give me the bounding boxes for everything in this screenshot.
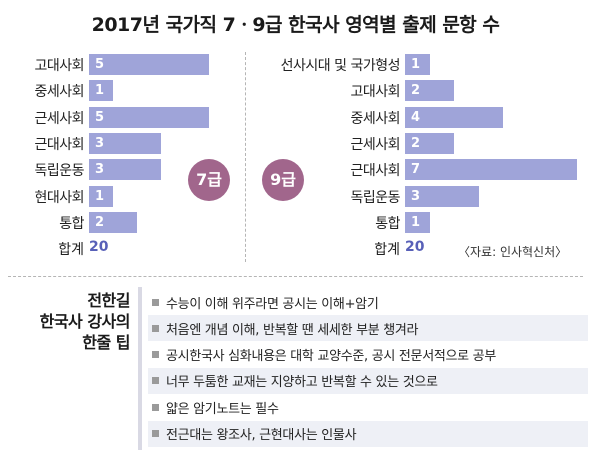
bar [405, 80, 454, 102]
tip-text: 공시한국사 심화내용은 대학 교양수준, 공시 전문서적으로 공부 [166, 349, 496, 365]
category-label: 근세사회 [34, 110, 84, 127]
tip-text: 처음엔 개념 이해, 반복할 땐 세세한 부분 챙겨라 [166, 322, 419, 338]
bar [89, 211, 137, 233]
bar [405, 159, 577, 181]
square-bullet-icon [152, 324, 159, 332]
tips-title-line: 한국사 강사의 [39, 312, 131, 331]
bar [89, 106, 209, 128]
bar [405, 54, 430, 75]
category-label: 중세사회 [34, 84, 84, 101]
bar-value-label: 3 [95, 135, 105, 151]
bar-value-label: 1 [95, 83, 105, 99]
category-label: 독립운동 [350, 189, 400, 206]
category-label: 고대사회 [34, 58, 84, 74]
grade-badge: 7급 [188, 159, 230, 201]
category-label: 중세사회 [350, 110, 400, 127]
bar [89, 159, 161, 181]
panel-divider [245, 52, 246, 262]
bar [89, 54, 209, 75]
tips-title-line: 한줄 팁 [82, 333, 130, 352]
bar-value-label: 1 [411, 214, 421, 230]
category-label: 선사시대 및 국가형성 [280, 58, 401, 74]
category-label: 근세사회 [350, 136, 400, 153]
tip-item: 처음엔 개념 이해, 반복할 땐 세세한 부분 챙겨라 [148, 315, 588, 342]
category-label: 근대사회 [34, 136, 84, 153]
chart-title: 2017년 국가직 7ㆍ9급 한국사 영역별 출제 문항 수 [91, 14, 500, 36]
bar-value-label: 3 [95, 162, 105, 178]
grade-badge: 9급 [262, 159, 304, 201]
tip-item: 공시한국사 심화내용은 대학 교양수준, 공시 전문서적으로 공부 [148, 342, 588, 368]
tip-text: 너무 두툼한 교재는 지양하고 반복할 수 있는 것으로 [166, 375, 438, 391]
bar-value-label: 2 [411, 135, 421, 151]
tip-text: 얇은 암기노트는 필수 [166, 401, 279, 417]
bar [405, 211, 430, 233]
bar [405, 106, 503, 128]
square-bullet-icon [152, 377, 159, 385]
total-label: 합계 [58, 242, 84, 259]
tip-item: 너무 두툼한 교재는 지양하고 반복할 수 있는 것으로 [148, 367, 588, 394]
category-label: 근대사회 [350, 163, 400, 180]
category-label: 현대사회 [34, 189, 84, 206]
bar [405, 185, 479, 207]
bar [405, 132, 454, 154]
tips-accent-line [138, 287, 142, 450]
bar-value-label: 3 [411, 188, 421, 204]
tip-text: 전근대는 왕조사, 근현대사는 인물사 [166, 428, 357, 443]
source-note: 〈자료: 인사혁신처〉 [458, 245, 568, 259]
tips-title-line: 전한길 [87, 291, 130, 310]
bar [89, 185, 113, 207]
category-label: 통합 [59, 215, 84, 232]
section-divider [8, 276, 583, 277]
square-bullet-icon [152, 351, 159, 359]
tip-text: 수능이 이해 위주라면 공시는 이해+암기 [166, 296, 379, 312]
bar [89, 132, 161, 154]
bar-value-label: 1 [411, 57, 421, 72]
total-value: 20 [89, 239, 109, 256]
bar [89, 80, 113, 102]
bar-value-label: 4 [411, 109, 421, 125]
square-bullet-icon [152, 298, 159, 306]
total-value: 20 [405, 239, 425, 256]
category-label: 독립운동 [34, 163, 84, 180]
tips-title: 전한길 한국사 강사의 한줄 팁 [8, 290, 131, 353]
total-label: 합계 [374, 242, 400, 259]
bar-value-label: 2 [95, 214, 105, 230]
bar-value-label: 7 [411, 162, 421, 178]
bar-value-label: 2 [411, 83, 421, 99]
bar-value-label: 1 [95, 188, 105, 204]
tip-item: 전근대는 왕조사, 근현대사는 인물사 [148, 420, 588, 447]
category-label: 고대사회 [350, 84, 400, 101]
square-bullet-icon [152, 430, 159, 437]
bar-value-label: 5 [95, 57, 105, 72]
category-label: 통합 [375, 215, 400, 232]
tip-item: 얇은 암기노트는 필수 [148, 394, 588, 420]
bar-value-label: 5 [95, 109, 105, 125]
square-bullet-icon [152, 403, 159, 411]
tip-item: 수능이 이해 위주라면 공시는 이해+암기 [148, 289, 588, 315]
